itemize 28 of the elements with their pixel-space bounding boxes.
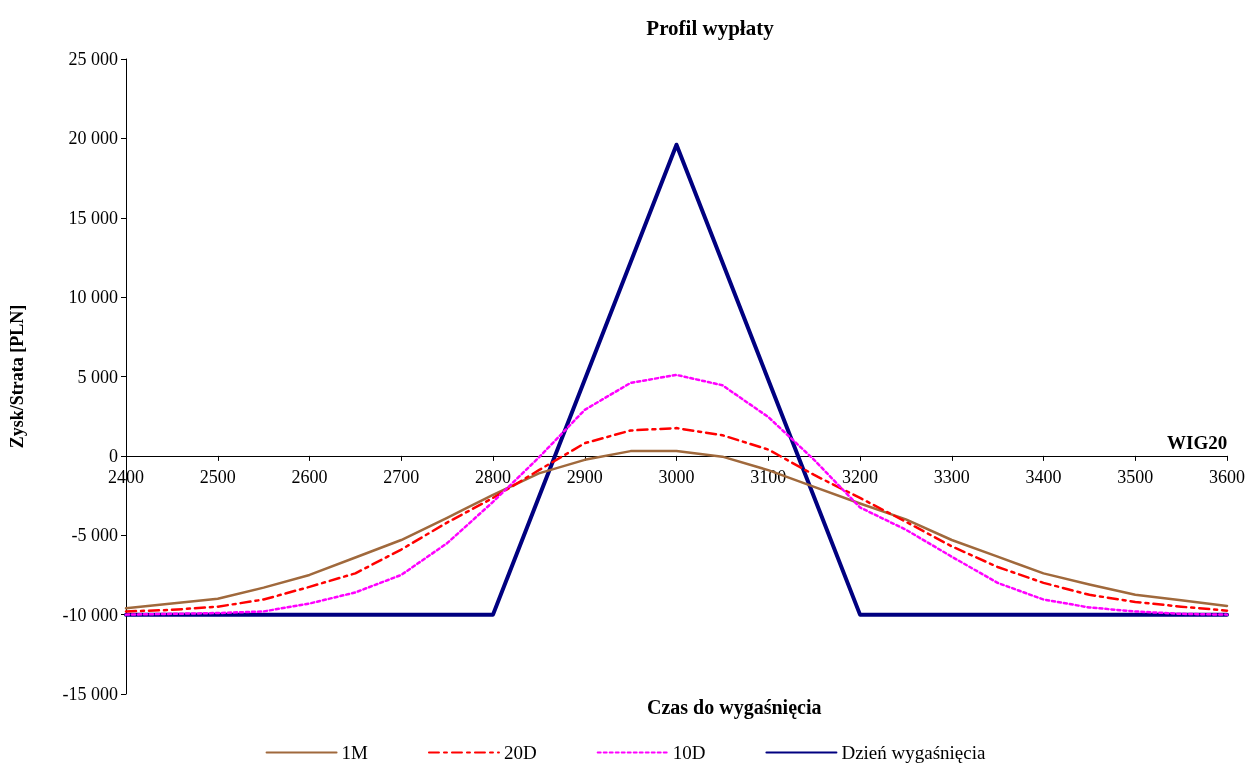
- y-tick-label: 10 000: [68, 287, 118, 308]
- x-tick-label: 3400: [1025, 466, 1062, 487]
- y-tick-label: 25 000: [68, 49, 118, 69]
- legend-label: 1M: [341, 742, 369, 763]
- x-tick-label: 2700: [383, 466, 420, 487]
- x-tick-label: 3000: [658, 466, 695, 487]
- x-tick-label: 3600: [1209, 466, 1245, 487]
- legend-label: 10D: [672, 742, 706, 763]
- x-axis-title: WIG20: [1167, 431, 1228, 453]
- x-tick-label: 3200: [842, 466, 878, 487]
- y-tick-label: 20 000: [68, 128, 118, 149]
- legend-label: Dzień wygaśnięcia: [841, 742, 986, 763]
- x-tick-label: 2800: [475, 466, 511, 487]
- legend-label: 20D: [503, 742, 537, 763]
- x-tick-label: 2600: [291, 466, 328, 487]
- chart-title: Profil wypłaty: [646, 15, 775, 40]
- y-tick-label: 5 000: [77, 366, 118, 387]
- y-tick-label: -15 000: [62, 684, 118, 704]
- legend-title: Czas do wygaśnięcia: [647, 696, 822, 719]
- y-axis-title: Zysk/Strata [PLN]: [7, 304, 27, 449]
- y-tick-label: 15 000: [68, 207, 118, 228]
- x-tick-label: 3500: [1117, 466, 1154, 487]
- y-tick-label: -5 000: [71, 525, 118, 546]
- x-tick-label: 3300: [933, 466, 970, 487]
- x-tick-label: 2900: [566, 466, 603, 487]
- x-tick-label: 2500: [199, 466, 236, 487]
- y-tick-label: 0: [109, 445, 118, 466]
- y-tick-label: -10 000: [62, 604, 118, 625]
